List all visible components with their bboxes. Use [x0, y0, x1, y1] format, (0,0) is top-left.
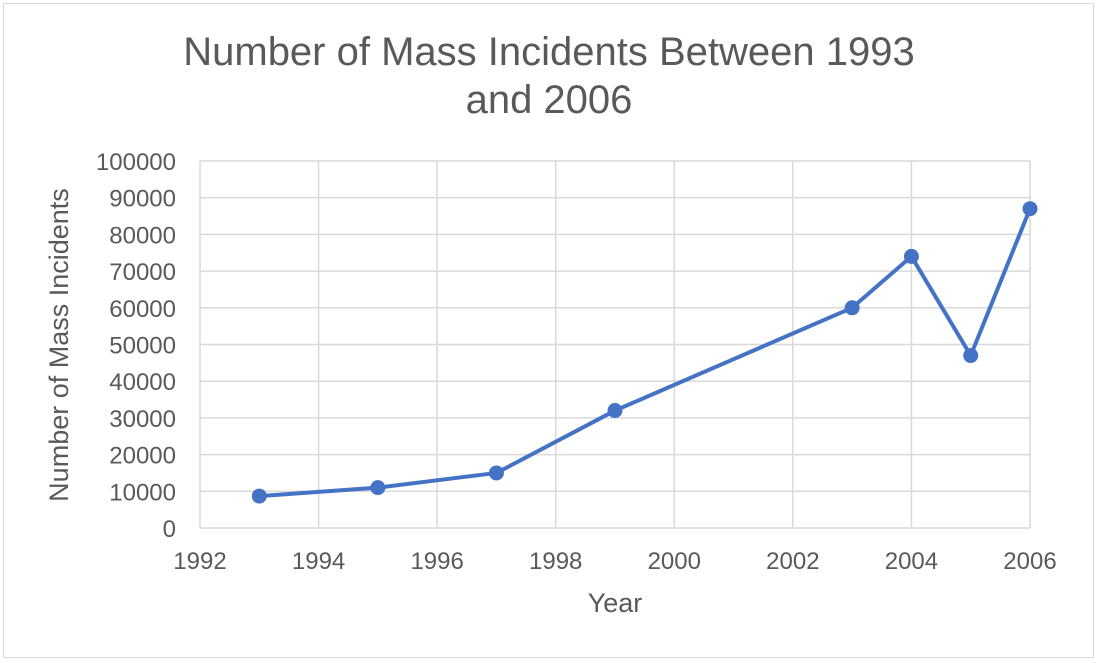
data-point [963, 348, 979, 364]
data-point [844, 300, 860, 316]
data-point [903, 248, 919, 264]
x-tick-label: 1992 [173, 548, 226, 575]
x-tick-label: 1994 [292, 548, 345, 575]
y-tick-label: 70000 [109, 259, 176, 286]
x-tick-label: 2004 [885, 548, 938, 575]
x-tick-label: 1996 [410, 548, 463, 575]
y-tick-label: 40000 [109, 369, 176, 396]
y-axis-ticks: 0 10000 20000 30000 40000 50000 60000 70000 8000… [96, 149, 176, 543]
y-tick-label: 100000 [96, 149, 176, 176]
data-point [251, 488, 267, 504]
y-tick-label: 50000 [109, 333, 176, 360]
chart-title-line-2: and 2006 [466, 78, 633, 122]
x-tick-label: 2000 [648, 548, 701, 575]
data-point [1022, 201, 1038, 217]
data-point [607, 403, 623, 419]
x-tick-label: 2006 [1003, 548, 1056, 575]
data-point [488, 465, 504, 481]
y-tick-label: 90000 [109, 186, 176, 213]
y-tick-label: 20000 [109, 443, 176, 470]
chart-title-line-1: Number of Mass Incidents Between 1993 [183, 30, 915, 74]
x-tick-label: 2002 [766, 548, 819, 575]
y-tick-label: 10000 [109, 479, 176, 506]
series-line [257, 206, 1032, 499]
y-tick-label: 60000 [109, 296, 176, 323]
y-axis-title: Number of Mass Incidents [44, 188, 74, 502]
gridlines [199, 160, 1031, 529]
x-tick-label: 1998 [529, 548, 582, 575]
y-tick-label: 30000 [109, 406, 176, 433]
x-axis-ticks: 1992 1994 1996 1998 2000 2002 2004 2006 [173, 548, 1056, 575]
x-axis-title: Year [588, 588, 643, 618]
y-tick-label: 80000 [109, 222, 176, 249]
y-tick-label: 0 [163, 516, 176, 543]
data-point [370, 480, 386, 496]
series-layer [251, 201, 1038, 504]
